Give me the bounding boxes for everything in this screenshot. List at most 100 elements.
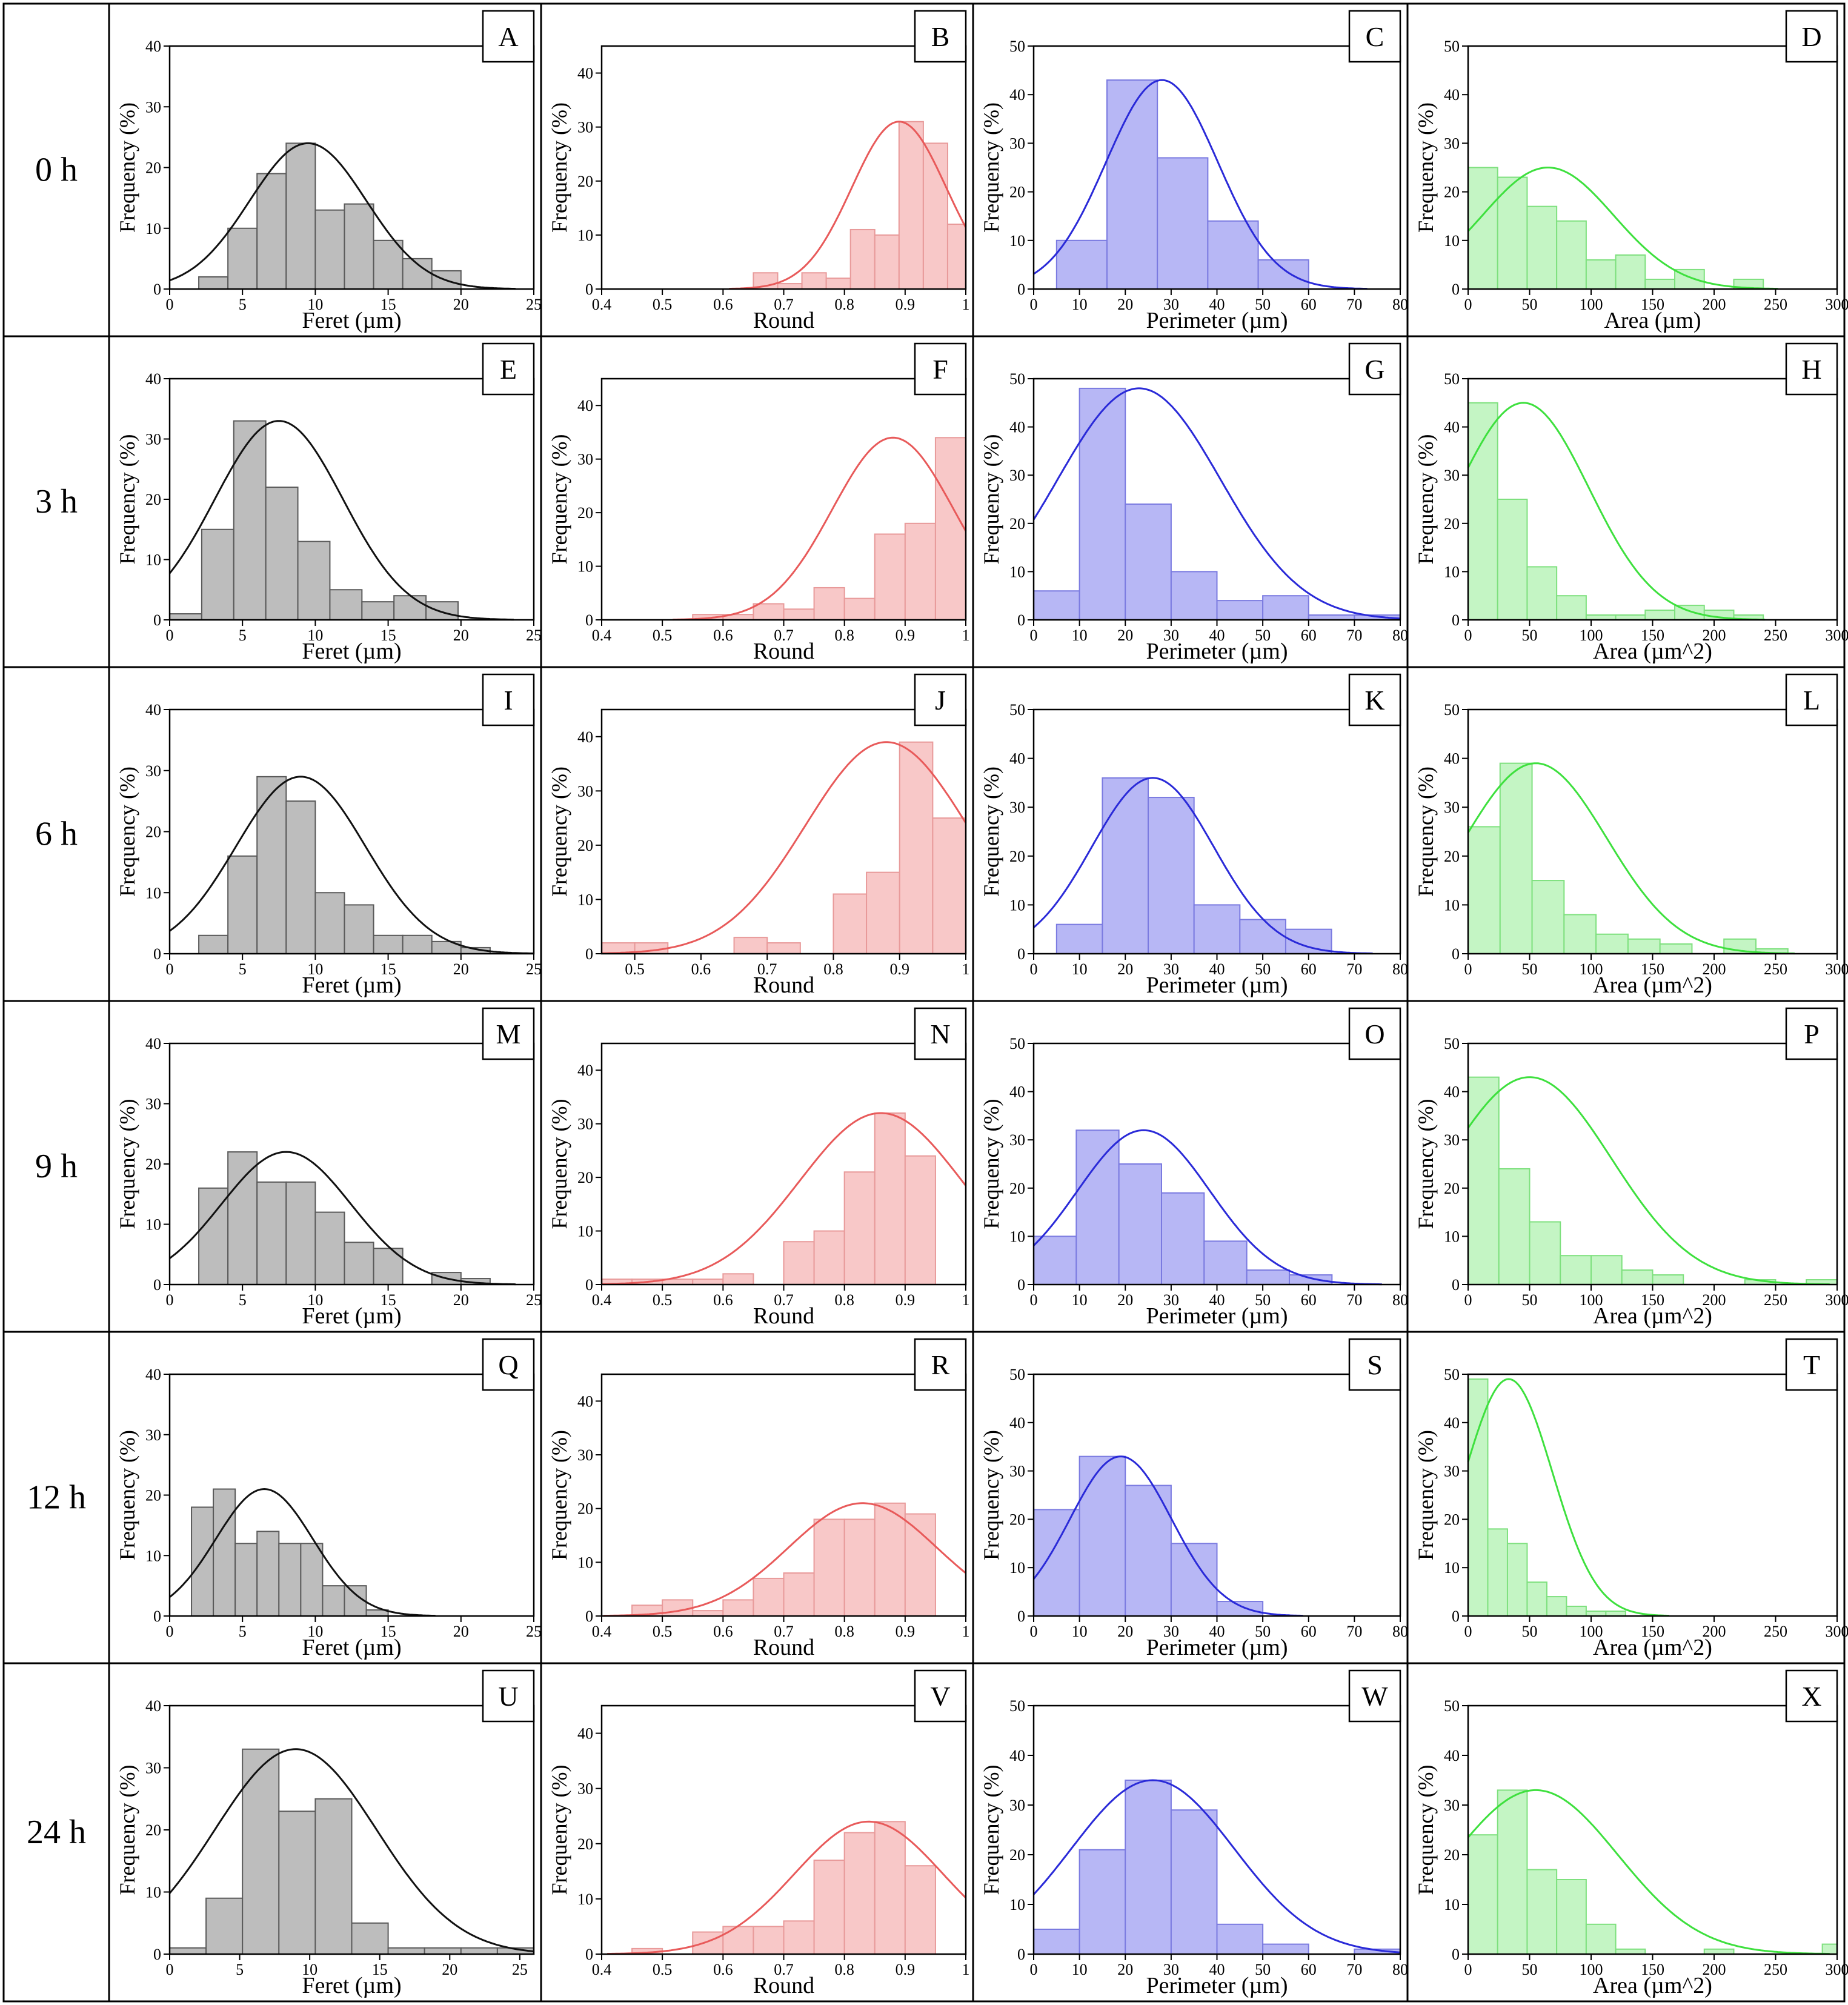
panel-letter: V [930,1681,950,1712]
y-tick-label: 0 [153,945,161,963]
y-tick-label: 10 [145,1884,161,1901]
y-tick-label: 20 [577,1835,593,1853]
histogram-bar [874,1112,906,1285]
x-tick-label: 100 [1580,1291,1603,1309]
histogram-bar [191,1506,214,1617]
histogram-bar [1262,595,1309,621]
y-tick-label: 10 [1009,563,1025,580]
y-tick-label: 30 [145,98,161,116]
histogram-bar [1033,1235,1077,1286]
chart-panel-R: 0.4 0.5 0.6 0.7 0.8 0.9 1010203040RoundFrequen… [547,1338,970,1660]
x-tick-label: 0.8 [823,960,843,978]
histogram-bar [297,540,331,621]
x-tick-label: 5 [239,296,247,313]
histogram-bar [766,942,801,954]
chart-panel-N: 0.4 0.5 0.6 0.7 0.8 0.9 1010203040RoundFrequen… [547,1007,970,1329]
histogram-bar [783,1920,815,1955]
histogram-bar [843,1832,876,1955]
y-tick-label: 10 [145,1547,161,1564]
fit-curve [1032,387,1401,620]
fit-curve [1033,777,1373,955]
chart-panel-P: 0 50 100 150 200 250 300 0 10 20 30 40 50 Area (µm^2)… [1414,1007,1848,1329]
panel-letter-box [482,673,535,727]
x-axis-label: Feret (µm) [302,1635,401,1660]
panel-letter-box [914,1007,967,1060]
y-tick-label: 0 [585,1608,593,1625]
panel-letter: W [1361,1681,1388,1712]
histogram-bar [1498,1168,1531,1285]
x-tick-label: 40 [1209,1961,1225,1978]
y-tick-label: 30 [1009,1797,1025,1814]
histogram-bar [904,1865,936,1955]
y-axis-label: Frequency (%) [547,1430,571,1560]
y-axis-label: Frequency (%) [115,434,139,565]
y-tick-label: 40 [577,1062,593,1079]
histogram-bar [351,1922,389,1955]
x-tick-label: 0.6 [691,960,711,978]
fit-curve [169,1488,436,1617]
histogram-bar [932,817,967,954]
histogram-bar [1497,1789,1528,1955]
panel-letter-box [1348,1007,1401,1060]
x-axis-label: Perimeter (µm) [1146,1973,1288,1998]
y-tick-label: 10 [1444,1896,1460,1914]
fit-curve [169,142,516,290]
x-tick-label: 25 [526,296,542,313]
y-tick-label: 30 [145,1426,161,1444]
histogram-bar [1531,880,1565,954]
y-tick-label: 10 [1444,232,1460,250]
chart-panel-E: 0 5 10 15 20 25 0 10 20 30 40 Feret (µm) Frequency (… [115,342,542,664]
y-tick-label: 10 [1444,1559,1460,1577]
panel-letter-box [482,342,535,396]
fit-curve [1032,1129,1382,1286]
x-tick-label: 0.5 [653,1961,673,1978]
histogram-bar [874,1502,906,1617]
histogram-bar [1239,919,1286,954]
panel-letter-box [914,1669,967,1723]
fit-curve [169,776,534,955]
row-label: 0 h [35,151,78,189]
y-axis-label: Frequency (%) [115,1765,139,1895]
histogram-bar [1556,220,1587,290]
x-axis-label: Round [753,1635,814,1660]
histogram-bar [227,1151,258,1285]
y-tick-label: 20 [1444,184,1460,201]
panel-letter-box [1785,673,1838,727]
fit-curve [1033,79,1368,290]
y-tick-label: 30 [145,762,161,780]
histogram-bar [425,601,459,621]
x-tick-label: 25 [526,1623,542,1640]
histogram-bar [314,209,345,290]
panel-letter-box [1348,1338,1401,1391]
histogram-bar [285,1181,316,1285]
y-tick-label: 30 [577,1446,593,1464]
histogram-bar [1627,938,1661,954]
y-tick-label: 10 [1009,1559,1025,1577]
x-tick-label: 200 [1703,627,1726,644]
x-axis-label: Area (µm^2) [1593,1973,1712,1998]
y-axis-label: Frequency (%) [979,766,1003,897]
x-tick-label: 0 [1464,1291,1472,1309]
chart-panel-D: 0 50 100 150 200 250 300 0 10 20 30 40 50 Area (µm) Fr… [1414,10,1848,333]
y-tick-label: 40 [1009,1083,1025,1101]
panel-letter: G [1364,354,1384,385]
histogram-bar [874,533,906,620]
histogram-bar [278,1810,316,1955]
histogram-bar [922,142,948,290]
histogram-bar [899,741,934,954]
y-tick-label: 20 [1009,1511,1025,1528]
y-axis-label: Frequency (%) [979,1099,1003,1229]
x-tick-label: 25 [526,627,542,644]
y-tick-label: 0 [153,611,161,629]
histogram-bar [1526,1581,1547,1617]
x-tick-label: 60 [1301,960,1317,978]
row-label: 9 h [35,1148,78,1185]
histogram-bar [934,437,966,620]
row-label: 3 h [35,483,78,520]
x-tick-label: 0.5 [653,296,673,313]
histogram-bar [402,934,433,955]
fit-curve [1467,402,1766,621]
